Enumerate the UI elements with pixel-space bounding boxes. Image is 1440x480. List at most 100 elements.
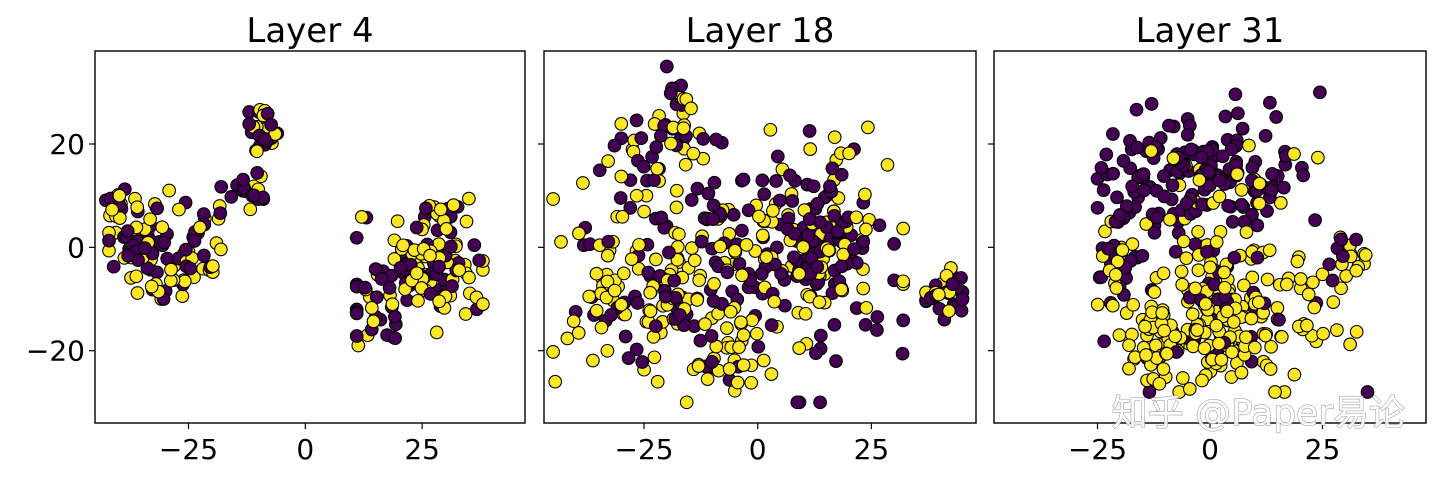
data-point — [548, 374, 563, 389]
data-point — [1110, 190, 1124, 205]
data-point — [1260, 272, 1275, 287]
data-point — [368, 262, 383, 276]
data-point — [1098, 224, 1112, 239]
data-point — [560, 331, 575, 346]
data-point — [1138, 319, 1152, 334]
data-point — [684, 193, 699, 207]
data-point — [827, 317, 842, 332]
plot-frame — [543, 50, 977, 424]
data-point — [829, 354, 843, 368]
data-point — [643, 285, 658, 300]
x-tick-label: 0 — [1201, 433, 1219, 466]
data-point — [667, 273, 681, 288]
data-point — [243, 202, 258, 217]
data-point — [1203, 260, 1217, 275]
data-point — [144, 279, 159, 294]
data-point — [1198, 297, 1213, 311]
data-point — [462, 270, 476, 285]
data-point — [1326, 295, 1341, 309]
data-point — [734, 315, 748, 330]
data-point — [1212, 189, 1227, 204]
data-point — [183, 261, 198, 276]
data-point — [1157, 323, 1171, 338]
data-point — [792, 266, 807, 281]
data-point — [809, 346, 823, 360]
data-point — [614, 297, 629, 312]
data-point — [137, 241, 152, 255]
scatter-points — [1090, 85, 1375, 399]
data-point — [472, 253, 487, 268]
data-point — [722, 362, 737, 376]
data-point — [1334, 281, 1348, 296]
data-point — [896, 221, 911, 236]
data-point — [155, 220, 170, 235]
data-point — [1202, 164, 1216, 179]
data-point — [1343, 337, 1357, 352]
data-point — [872, 218, 887, 233]
data-point — [691, 359, 706, 373]
data-point — [1325, 273, 1340, 288]
data-point — [676, 121, 691, 136]
data-point — [589, 303, 604, 318]
data-point — [744, 375, 759, 390]
data-point — [1180, 127, 1195, 142]
data-point — [754, 267, 769, 281]
data-point — [257, 132, 272, 146]
data-point — [1125, 237, 1140, 251]
x-tick-label: 25 — [1305, 433, 1341, 466]
data-point — [1168, 244, 1183, 259]
data-point — [736, 172, 751, 187]
data-point — [390, 214, 405, 229]
data-point — [1330, 323, 1344, 337]
data-point — [732, 256, 747, 271]
data-point — [1274, 330, 1289, 344]
data-point — [621, 351, 636, 365]
data-point — [942, 304, 956, 318]
data-point — [1195, 197, 1209, 212]
data-point — [827, 130, 842, 145]
data-point — [870, 310, 885, 324]
data-point — [157, 235, 172, 250]
data-point — [113, 211, 127, 225]
data-point — [767, 294, 782, 309]
data-point — [1116, 154, 1131, 168]
data-point — [842, 146, 856, 161]
data-point — [213, 206, 228, 221]
data-point — [1162, 118, 1176, 133]
data-point — [1220, 304, 1234, 319]
data-point — [1200, 244, 1214, 259]
data-point — [604, 307, 619, 322]
panel-layer-31: Layer 31 −25 0 25 — [988, 11, 1427, 466]
data-point — [1194, 150, 1209, 165]
data-point — [1176, 234, 1191, 249]
data-point — [130, 286, 145, 300]
data-point — [895, 346, 910, 361]
data-point — [572, 226, 586, 241]
data-point — [1264, 339, 1278, 354]
data-point — [785, 194, 800, 208]
data-point — [388, 331, 403, 346]
data-point — [432, 259, 446, 274]
data-point — [614, 117, 629, 131]
data-point — [1188, 281, 1203, 296]
data-point — [954, 303, 969, 318]
data-point — [459, 214, 474, 229]
data-point — [1251, 295, 1266, 310]
data-point — [187, 234, 202, 248]
panel-layer-18: Layer 18 −25 0 25 — [538, 11, 977, 466]
data-point — [1179, 196, 1194, 211]
data-point — [214, 242, 228, 257]
data-point — [1149, 210, 1164, 225]
data-point — [1244, 311, 1259, 326]
data-point — [1184, 142, 1198, 157]
data-point — [1258, 328, 1273, 343]
data-point — [193, 220, 207, 235]
data-point — [121, 248, 135, 263]
data-point — [1250, 250, 1265, 265]
data-point — [1144, 144, 1159, 158]
data-point — [1234, 365, 1249, 380]
data-point — [1313, 85, 1327, 100]
data-point — [409, 220, 424, 235]
data-point — [1090, 297, 1105, 312]
data-point — [1263, 362, 1278, 376]
